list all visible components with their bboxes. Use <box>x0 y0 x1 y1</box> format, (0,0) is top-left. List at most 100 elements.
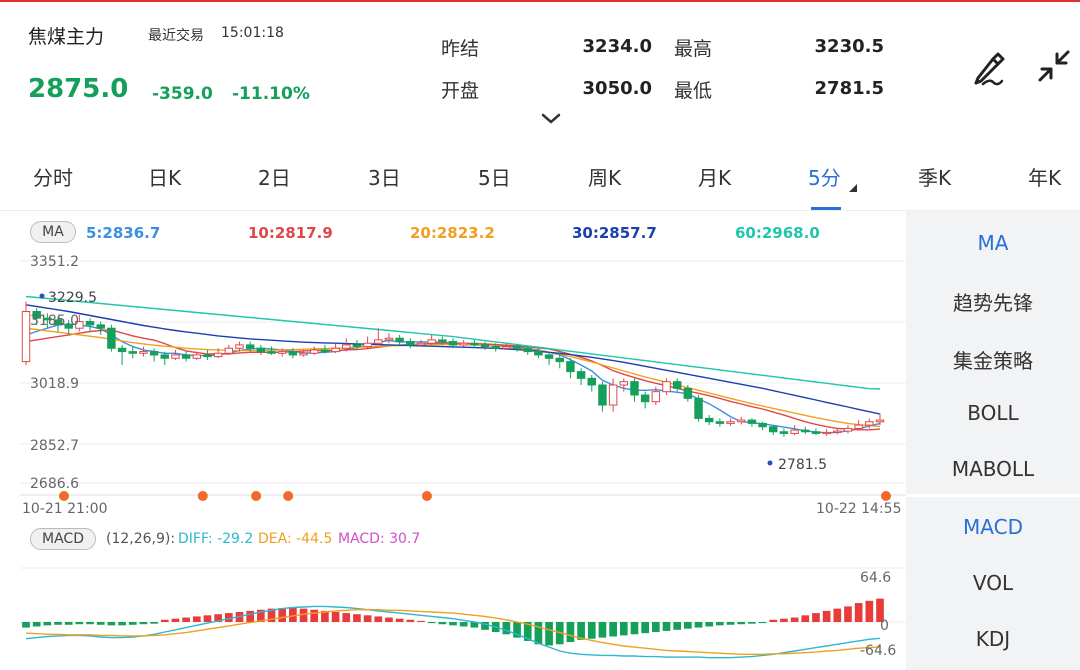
tab-5day[interactable]: 5日 <box>478 166 511 190</box>
sidebar-item-ma[interactable]: MA <box>977 231 1009 255</box>
candle-body <box>75 321 84 329</box>
y-label-upper-mid: 3018.9 <box>30 376 79 392</box>
stat-value-low: 2781.5 <box>814 78 884 99</box>
candle <box>32 308 41 325</box>
candle-body <box>598 384 607 406</box>
candle-body <box>865 421 874 426</box>
candle <box>416 339 426 347</box>
tab-2day[interactable]: 2日 <box>258 166 291 190</box>
candle <box>865 418 874 429</box>
candle-body <box>470 342 479 346</box>
candle <box>395 334 404 345</box>
candle-body <box>277 351 287 354</box>
macd-bar <box>470 622 479 628</box>
candle <box>309 346 319 355</box>
macd-chart[interactable]: 64.6 0 -64.6 <box>0 558 906 670</box>
top-accent-line <box>0 0 1080 2</box>
low-annotation: 2781.5 <box>778 457 827 473</box>
candle <box>21 301 31 365</box>
candle-body <box>406 341 415 346</box>
ma-pill[interactable]: MA <box>30 221 76 243</box>
macd-bar <box>705 622 714 627</box>
candlestick-chart[interactable]: 3351.2 3018.9 2852.7 2686.6 3185.0 3229.… <box>0 245 906 520</box>
candle <box>769 425 778 436</box>
macd-bar <box>43 622 52 626</box>
candle-body <box>630 381 639 396</box>
pen-icon[interactable] <box>968 48 1010 88</box>
macd-bar <box>459 622 468 627</box>
ma30-label: 30:2857.7 <box>572 224 657 242</box>
candle-body <box>726 421 735 424</box>
candle <box>331 343 340 354</box>
candle <box>139 346 148 357</box>
stat-label-low: 最低 <box>674 80 713 102</box>
macd-bar <box>96 622 105 625</box>
ma60-label: 60:2968.0 <box>735 224 820 242</box>
candle-body <box>352 344 362 348</box>
candle <box>801 426 810 435</box>
dropdown-triangle-icon[interactable] <box>848 183 858 193</box>
sidebar-item-trend[interactable]: 趋势先锋 <box>953 291 1033 315</box>
macd-bar <box>523 622 532 641</box>
macd-bar <box>128 622 137 625</box>
candle-body <box>715 421 725 424</box>
candle-body <box>171 354 180 359</box>
ma60-line <box>25 295 881 390</box>
chevron-down-icon[interactable] <box>540 112 562 126</box>
tab-monthly[interactable]: 月K <box>698 166 732 190</box>
ma20-label: 20:2823.2 <box>410 224 495 242</box>
sidebar-item-kdj[interactable]: KDJ <box>975 627 1011 651</box>
macd-bar <box>438 622 447 625</box>
signal-marker <box>283 491 294 501</box>
candle <box>566 358 575 379</box>
macd-bar <box>630 622 639 635</box>
collapse-icon[interactable] <box>1034 46 1074 86</box>
candle-body <box>758 422 767 428</box>
candle <box>459 339 468 347</box>
candle <box>235 341 244 352</box>
candle <box>96 321 105 335</box>
signal-marker <box>880 491 891 501</box>
candle <box>267 346 276 355</box>
tab-daily[interactable]: 日K <box>148 166 182 190</box>
macd-bar <box>160 619 169 622</box>
sidebar-item-strategy[interactable]: 集金策略 <box>953 349 1033 373</box>
candle-body <box>107 327 116 349</box>
tab-timeshare[interactable]: 分时 <box>33 166 73 190</box>
candle <box>811 428 821 436</box>
last-trade-label: 最近交易 <box>148 28 204 44</box>
tab-weekly[interactable]: 周K <box>588 166 622 190</box>
macd-bar <box>278 608 287 622</box>
candle <box>470 339 479 349</box>
candle-body <box>235 344 244 349</box>
macd-bar <box>641 622 649 634</box>
candle-body <box>736 419 746 423</box>
candle <box>512 344 522 352</box>
tab-yearly[interactable]: 年K <box>1028 166 1062 190</box>
sidebar-item-vol[interactable]: VOL <box>972 571 1014 595</box>
y-label-lower-mid: 2852.7 <box>30 438 79 454</box>
sidebar-item-maboll[interactable]: MABOLL <box>951 457 1035 481</box>
macd-bar <box>321 610 329 622</box>
macd-bar <box>417 620 425 622</box>
diff-line <box>25 605 881 659</box>
candle-body <box>694 397 703 419</box>
tab-quarterly[interactable]: 季K <box>918 166 952 190</box>
candle <box>171 349 180 360</box>
candle <box>555 353 564 369</box>
macd-bar <box>395 618 404 622</box>
y-label-overlap: 3185.0 <box>30 313 79 329</box>
candle-body <box>662 381 671 393</box>
macd-bar <box>577 622 585 640</box>
macd-pill[interactable]: MACD <box>30 528 96 550</box>
candle <box>384 333 394 344</box>
sidebar-item-macd[interactable]: MACD <box>963 515 1023 539</box>
candle <box>480 341 490 350</box>
candle <box>598 381 607 412</box>
ma5-label: 5:2836.7 <box>86 224 161 242</box>
candle-body <box>331 347 340 353</box>
sidebar-item-boll[interactable]: BOLL <box>967 401 1019 425</box>
tab-3day[interactable]: 3日 <box>368 166 401 190</box>
candle <box>587 374 597 392</box>
tab-5min[interactable]: 5分 <box>808 166 841 190</box>
